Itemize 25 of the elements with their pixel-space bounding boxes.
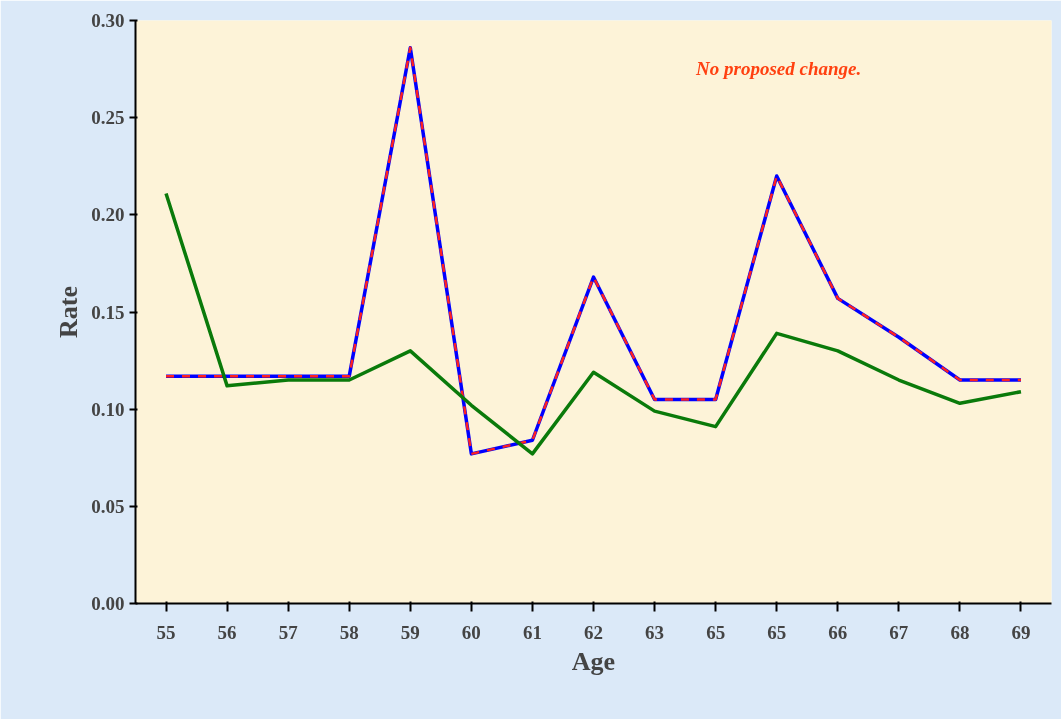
x-tick-label: 65: [767, 621, 787, 643]
x-tick-label: 55: [156, 621, 176, 643]
x-tick-label: 66: [828, 621, 848, 643]
x-tick-label: 58: [339, 621, 359, 643]
x-tick-label: 62: [584, 621, 603, 643]
y-tick-label: 0.15: [91, 301, 125, 323]
x-tick-label: 56: [217, 621, 237, 643]
x-axis-title: Age: [571, 646, 616, 676]
x-tick-label: 59: [400, 621, 420, 643]
x-tick-label: 67: [889, 621, 909, 643]
annotation: No proposed change.: [695, 57, 862, 79]
y-tick-label: 0.20: [91, 204, 125, 226]
x-tick-label: 60: [461, 621, 481, 643]
y-tick-label: 0.30: [91, 10, 125, 31]
y-axis-title: Rate: [54, 286, 84, 338]
x-tick-label: 68: [950, 621, 970, 643]
x-tick-label: 63: [645, 621, 665, 643]
y-tick-label: 0.10: [91, 398, 125, 420]
x-tick-label: 65: [706, 621, 726, 643]
x-tick-label: 69: [1011, 621, 1031, 643]
x-tick-label: 57: [278, 621, 299, 643]
y-tick-label: 0.05: [91, 495, 125, 517]
y-tick-label: 0.00: [91, 593, 125, 614]
x-tick-label: 61: [522, 621, 542, 643]
y-tick-label: 0.25: [91, 107, 125, 129]
